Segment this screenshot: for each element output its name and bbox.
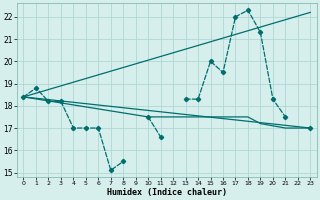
X-axis label: Humidex (Indice chaleur): Humidex (Indice chaleur) xyxy=(107,188,227,197)
